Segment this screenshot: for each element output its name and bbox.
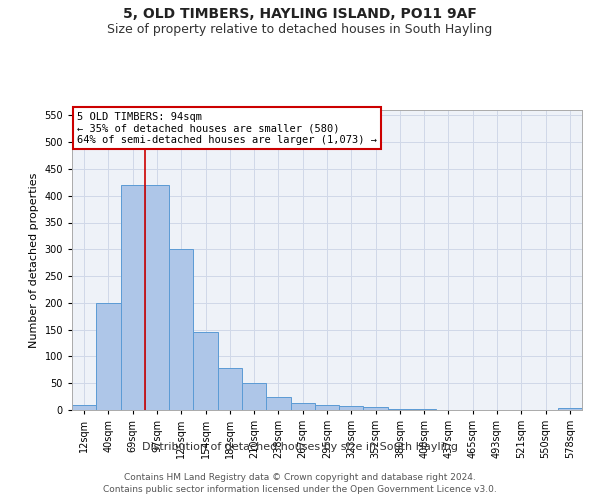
Bar: [96, 303, 121, 410]
Bar: [193, 332, 218, 410]
Bar: [242, 383, 266, 410]
Bar: [218, 368, 242, 410]
Bar: [315, 404, 339, 410]
Bar: [290, 403, 315, 410]
Bar: [266, 396, 290, 410]
Bar: [145, 185, 169, 410]
Text: 5, OLD TIMBERS, HAYLING ISLAND, PO11 9AF: 5, OLD TIMBERS, HAYLING ISLAND, PO11 9AF: [123, 8, 477, 22]
Text: Contains HM Land Registry data © Crown copyright and database right 2024.: Contains HM Land Registry data © Crown c…: [124, 472, 476, 482]
Bar: [388, 409, 412, 410]
Bar: [339, 406, 364, 410]
Text: Size of property relative to detached houses in South Hayling: Size of property relative to detached ho…: [107, 22, 493, 36]
Bar: [169, 250, 193, 410]
Text: Distribution of detached houses by size in South Hayling: Distribution of detached houses by size …: [142, 442, 458, 452]
Bar: [72, 404, 96, 410]
Bar: [121, 185, 145, 410]
Y-axis label: Number of detached properties: Number of detached properties: [29, 172, 39, 348]
Bar: [558, 408, 582, 410]
Text: 5 OLD TIMBERS: 94sqm
← 35% of detached houses are smaller (580)
64% of semi-deta: 5 OLD TIMBERS: 94sqm ← 35% of detached h…: [77, 112, 377, 144]
Bar: [364, 408, 388, 410]
Text: Contains public sector information licensed under the Open Government Licence v3: Contains public sector information licen…: [103, 485, 497, 494]
